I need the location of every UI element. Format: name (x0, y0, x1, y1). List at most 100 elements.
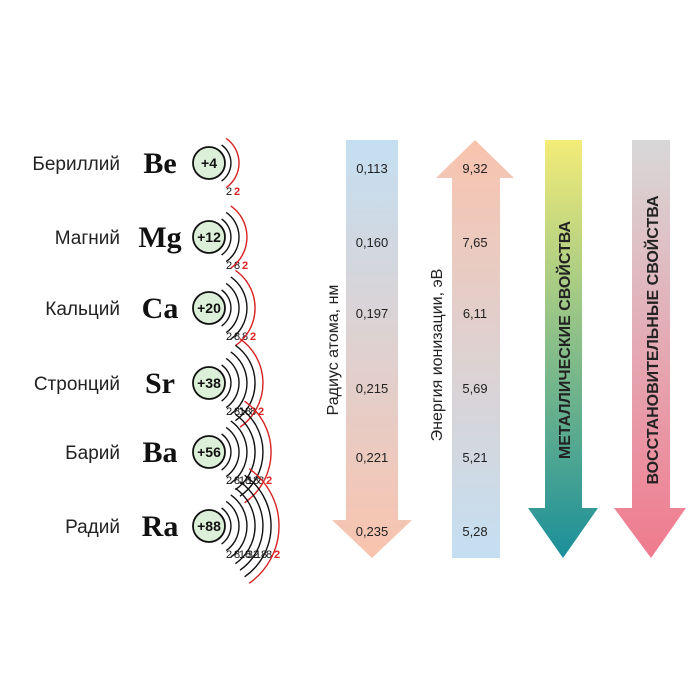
electron-shell (239, 481, 264, 571)
shell-electron-count: 2 (226, 406, 232, 418)
element-row: Бериллий Be +4 2 2 (32, 137, 240, 198)
radius-value: 0,235 (356, 524, 389, 539)
electron-shell (230, 420, 248, 484)
radius-value: 0,197 (356, 306, 389, 321)
ionization-value: 7,65 (462, 235, 487, 250)
nucleus-circle (192, 291, 226, 325)
ionization-value: 6,11 (463, 306, 487, 321)
electron-shell (234, 487, 256, 565)
element-name: Стронций (34, 374, 120, 395)
reducing-properties-arrow (614, 140, 686, 558)
nucleus-circle (192, 146, 226, 180)
electron-shell (230, 351, 248, 415)
ionization-values: 9,32 7,65 6,11 5,69 5,21 5,28 (462, 161, 487, 539)
nucleus-circle (192, 509, 226, 543)
outer-electron-shell (239, 338, 264, 428)
nucleus-charge: +88 (197, 518, 221, 534)
electron-shell (225, 426, 240, 478)
electron-shell (225, 500, 240, 552)
electron-shell (221, 507, 232, 545)
ionization-arrow (436, 140, 514, 558)
nucleus-circle (192, 366, 226, 400)
outer-electron-shell (234, 269, 256, 347)
element-row: Магний Mg +12 2 8 2 (55, 205, 248, 272)
nucleus-charge: +12 (197, 229, 221, 245)
electron-shell (230, 494, 248, 558)
ionization-value: 9,32 (462, 161, 487, 176)
electron-shell (221, 433, 232, 471)
electron-shell (221, 289, 232, 327)
electron-shell (230, 276, 248, 340)
radius-axis-label: Радиус атома, нм (325, 285, 342, 416)
nucleus-charge: +56 (197, 444, 221, 460)
metallic-properties-label: МЕТАЛЛИЧЕСКИЕ СВОЙСТВА (555, 220, 574, 459)
electron-shell (225, 211, 240, 263)
electron-shell (234, 344, 256, 422)
radius-value: 0,113 (356, 161, 388, 176)
shell-electron-count: 8 (258, 475, 264, 487)
nucleus-circle (192, 220, 226, 254)
shell-electron-count: 2 (226, 186, 232, 198)
nucleus-charge: +4 (201, 155, 217, 171)
shell-electron-count: 2 (274, 549, 280, 561)
ionization-axis-label: Энергия ионизации, эВ (429, 269, 446, 442)
electron-shell (225, 357, 240, 409)
ionization-value: 5,69 (462, 381, 487, 396)
shell-electron-count: 2 (226, 475, 232, 487)
element-name: Кальций (45, 299, 120, 320)
shell-electron-count: 8 (234, 549, 240, 561)
electron-shell (244, 474, 272, 578)
ionization-value: 5,28 (462, 524, 487, 539)
element-symbol: Ca (142, 292, 179, 325)
shell-electron-count: 2 (234, 186, 240, 198)
shell-electron-count: 2 (226, 260, 232, 272)
element-symbol: Ra (142, 510, 179, 543)
shell-electron-count: 2 (250, 331, 256, 343)
element-name: Радий (65, 517, 120, 538)
electron-shell (239, 407, 264, 497)
shell-electron-count: 2 (226, 331, 232, 343)
nucleus-charge: +38 (197, 375, 221, 391)
radius-arrow (332, 140, 412, 558)
element-symbol: Ba (142, 436, 177, 469)
radius-value: 0,160 (356, 235, 389, 250)
shell-electron-count: 18 (255, 549, 267, 561)
electron-shell (221, 364, 232, 402)
electron-shell (221, 144, 232, 182)
element-symbol: Sr (145, 367, 175, 400)
element-name: Магний (55, 228, 120, 249)
outer-electron-shell (244, 400, 272, 504)
radius-value: 0,215 (356, 381, 389, 396)
element-symbol: Be (143, 147, 176, 180)
element-name: Бериллий (32, 154, 120, 175)
outer-electron-shell (225, 137, 240, 189)
shell-electron-count: 2 (266, 475, 272, 487)
radius-values: 0,113 0,160 0,197 0,215 0,221 0,235 (356, 161, 389, 539)
electron-shell (221, 218, 232, 256)
outer-electron-shell (248, 468, 280, 584)
ionization-value: 5,21 (462, 450, 487, 465)
shell-electron-count: 8 (234, 475, 240, 487)
radius-value: 0,221 (356, 450, 389, 465)
reducing-properties-label: ВОССТАНОВИТЕЛЬНЫЕ СВОЙСТВА (643, 195, 662, 485)
shell-electron-count: 8 (266, 549, 272, 561)
shell-electron-count: 8 (250, 406, 256, 418)
nucleus-charge: +20 (197, 300, 221, 316)
shell-electron-count: 8 (234, 406, 240, 418)
shell-electron-count: 2 (242, 260, 248, 272)
electron-shell (225, 282, 240, 334)
shell-electron-count: 2 (258, 406, 264, 418)
shell-electron-count: 2 (226, 549, 232, 561)
shell-electron-count: 8 (234, 331, 240, 343)
outer-electron-shell (230, 205, 248, 269)
element-row: Кальций Ca +202 8 8 2 (45, 269, 256, 347)
element-name: Барий (65, 443, 120, 464)
shell-electron-count: 8 (234, 260, 240, 272)
nucleus-circle (192, 435, 226, 469)
metallic-properties-arrow (528, 140, 598, 558)
